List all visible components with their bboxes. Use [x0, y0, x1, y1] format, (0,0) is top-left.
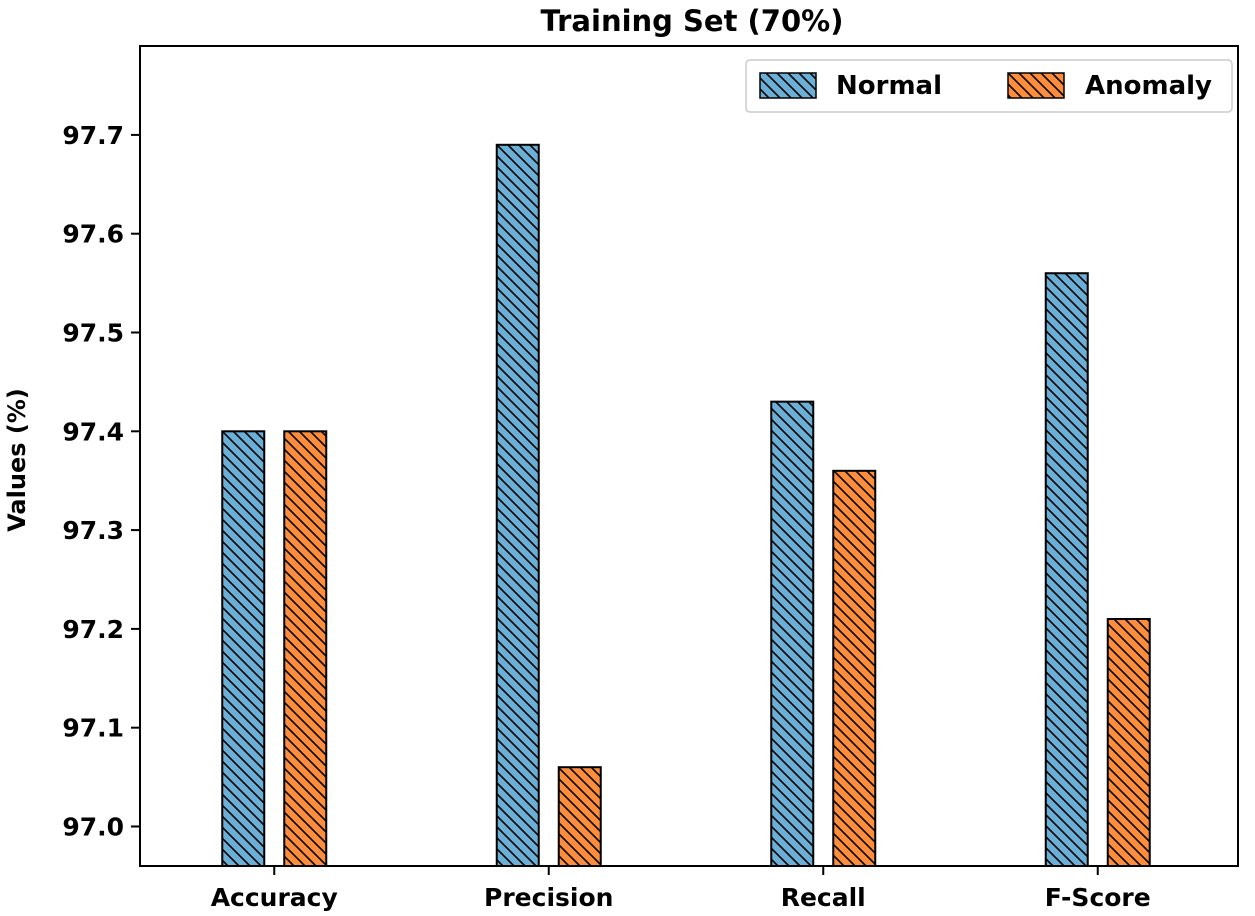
y-tick-label: 97.3 — [62, 516, 124, 545]
legend-label-normal: Normal — [836, 71, 942, 101]
bar-hatch-normal-precision — [495, 143, 540, 868]
y-tick-label: 97.7 — [62, 121, 124, 150]
bar-hatch-normal-f-score — [1044, 272, 1089, 867]
x-tick-label: F-Score — [1045, 883, 1151, 912]
plot-frame — [139, 45, 1239, 867]
bar-hatch-normal-accuracy — [221, 430, 266, 867]
y-tick-label: 97.0 — [62, 812, 124, 841]
bar-hatch-anomaly-f-score — [1106, 618, 1151, 867]
legend-swatch-normal-hatch — [760, 73, 816, 98]
y-tick-label: 97.4 — [62, 417, 124, 446]
chart-title: Training Set (70%) — [541, 4, 844, 38]
x-tick-label: Accuracy — [211, 883, 338, 912]
x-tick-label: Precision — [484, 883, 613, 912]
bar-hatch-anomaly-accuracy — [283, 430, 328, 867]
bar-hatch-anomaly-recall — [832, 469, 877, 867]
bar-hatch-normal-recall — [770, 400, 815, 867]
x-tick-label: Recall — [781, 883, 866, 912]
y-tick-label: 97.2 — [62, 615, 124, 644]
legend-label-anomaly: Anomaly — [1085, 71, 1212, 101]
bars-group — [221, 143, 1151, 868]
legend: Normal Anomaly — [745, 59, 1233, 113]
legend-swatch-anomaly-hatch — [1008, 73, 1064, 98]
y-tick-label: 97.6 — [62, 220, 124, 249]
y-axis-ticks: 97.0 97.1 97.2 97.3 97.4 97.5 97.6 97.7 — [62, 121, 140, 841]
y-tick-label: 97.5 — [62, 319, 124, 348]
x-axis-ticks: Accuracy Precision Recall F-Score — [211, 866, 1151, 912]
legend-frame — [745, 59, 1233, 113]
bar-hatch-anomaly-precision — [557, 766, 602, 868]
y-axis-label: Values (%) — [3, 388, 31, 532]
y-tick-label: 97.1 — [62, 714, 124, 743]
